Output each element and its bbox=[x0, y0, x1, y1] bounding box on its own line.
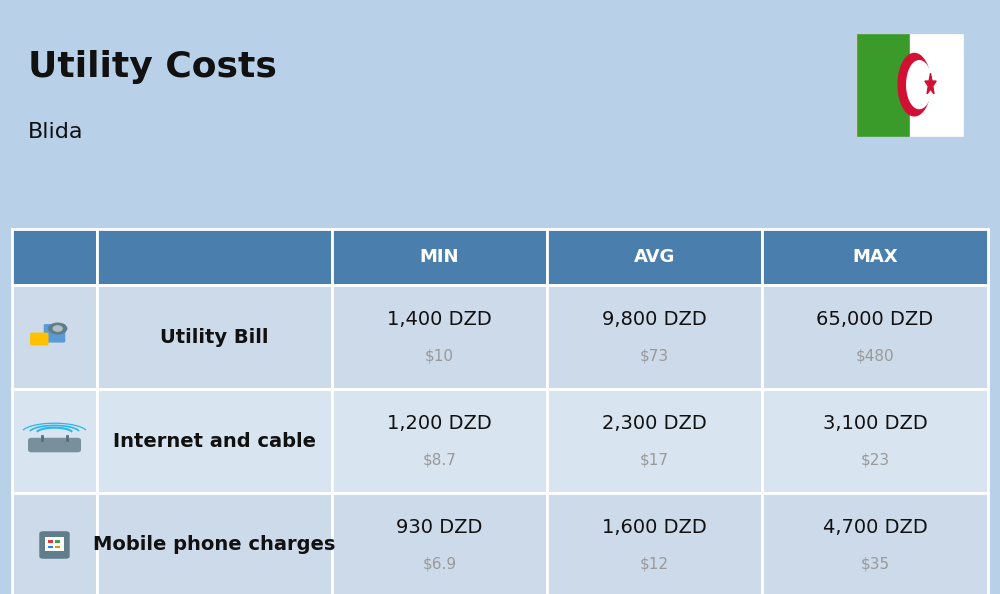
Text: Blida: Blida bbox=[28, 122, 84, 142]
Text: Utility Costs: Utility Costs bbox=[28, 50, 277, 84]
Text: 1,200 DZD: 1,200 DZD bbox=[387, 414, 492, 432]
Text: $480: $480 bbox=[856, 349, 894, 364]
Text: MIN: MIN bbox=[420, 248, 459, 266]
Text: $12: $12 bbox=[640, 557, 669, 571]
Bar bbox=[762, 493, 988, 594]
Text: $8.7: $8.7 bbox=[423, 453, 456, 467]
Bar bbox=[12, 229, 97, 285]
Text: 4,700 DZD: 4,700 DZD bbox=[823, 518, 927, 536]
Text: $17: $17 bbox=[640, 453, 669, 467]
Bar bbox=[97, 229, 332, 285]
Bar bbox=[762, 389, 988, 493]
Polygon shape bbox=[907, 61, 932, 109]
Text: 9,800 DZD: 9,800 DZD bbox=[602, 310, 707, 328]
Bar bbox=[332, 389, 547, 493]
Text: $73: $73 bbox=[640, 349, 669, 364]
Text: 1,600 DZD: 1,600 DZD bbox=[602, 518, 707, 536]
Bar bbox=[97, 285, 332, 389]
Bar bbox=[45, 536, 64, 551]
Text: 3,100 DZD: 3,100 DZD bbox=[823, 414, 927, 432]
Text: Mobile phone charges: Mobile phone charges bbox=[93, 536, 336, 554]
Bar bbox=[547, 285, 762, 389]
Bar bbox=[12, 493, 97, 594]
FancyBboxPatch shape bbox=[30, 333, 48, 345]
FancyBboxPatch shape bbox=[44, 324, 65, 343]
Text: $35: $35 bbox=[860, 557, 890, 571]
Bar bbox=[856, 33, 910, 137]
Bar bbox=[97, 493, 332, 594]
FancyBboxPatch shape bbox=[39, 531, 70, 559]
Bar bbox=[332, 493, 547, 594]
Bar bbox=[97, 389, 332, 493]
Bar bbox=[48, 540, 53, 542]
Bar bbox=[762, 229, 988, 285]
Circle shape bbox=[53, 326, 62, 331]
Text: 2,300 DZD: 2,300 DZD bbox=[602, 414, 707, 432]
Text: MAX: MAX bbox=[852, 248, 898, 266]
Polygon shape bbox=[898, 53, 931, 116]
Bar bbox=[547, 493, 762, 594]
Bar bbox=[48, 546, 53, 548]
Polygon shape bbox=[925, 73, 936, 94]
Bar bbox=[910, 33, 964, 137]
Circle shape bbox=[49, 323, 67, 334]
Text: 930 DZD: 930 DZD bbox=[396, 518, 483, 536]
FancyBboxPatch shape bbox=[28, 438, 81, 453]
Text: AVG: AVG bbox=[634, 248, 675, 266]
Text: Internet and cable: Internet and cable bbox=[113, 432, 316, 450]
Bar bbox=[547, 229, 762, 285]
Text: $6.9: $6.9 bbox=[422, 557, 457, 571]
Bar bbox=[332, 229, 547, 285]
Text: 65,000 DZD: 65,000 DZD bbox=[816, 310, 934, 328]
Bar bbox=[547, 389, 762, 493]
Bar bbox=[54, 546, 60, 548]
Text: $23: $23 bbox=[860, 453, 890, 467]
Bar bbox=[332, 285, 547, 389]
Bar bbox=[762, 285, 988, 389]
Text: $10: $10 bbox=[425, 349, 454, 364]
Bar bbox=[12, 285, 97, 389]
Bar bbox=[54, 540, 60, 542]
Text: 1,400 DZD: 1,400 DZD bbox=[387, 310, 492, 328]
Bar bbox=[12, 389, 97, 493]
Text: Utility Bill: Utility Bill bbox=[160, 328, 269, 346]
